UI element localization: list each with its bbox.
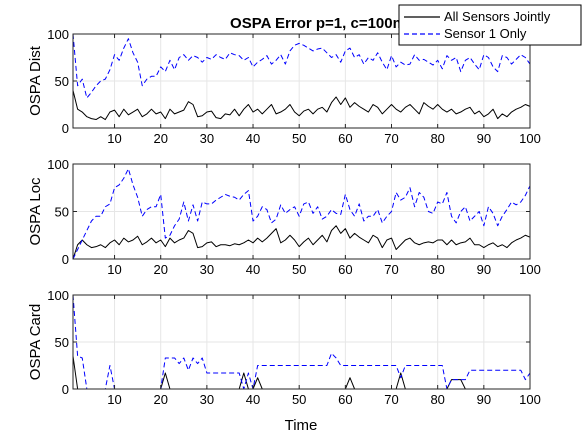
x-tick-label: 30 — [200, 131, 214, 146]
y-tick-label: 0 — [62, 382, 69, 397]
x-tick-label: 20 — [153, 131, 167, 146]
x-tick-label: 30 — [200, 392, 214, 407]
y-tick-label: 50 — [55, 205, 69, 220]
y-tick-label: 100 — [47, 288, 69, 303]
x-axis-label: Time — [285, 417, 318, 434]
x-tick-label: 60 — [338, 392, 352, 407]
x-tick-label: 90 — [477, 392, 491, 407]
x-tick-label: 90 — [477, 262, 491, 277]
series-line-joint — [72, 90, 531, 121]
x-tick-label: 100 — [519, 131, 541, 146]
x-tick-label: 60 — [338, 131, 352, 146]
series-line-sensor1 — [72, 33, 531, 99]
x-tick-label: 50 — [292, 392, 306, 407]
x-tick-label: 70 — [384, 392, 398, 407]
x-tick-label: 20 — [153, 262, 167, 277]
chart-title: OSPA Error p=1, c=100m — [230, 15, 406, 32]
legend-box — [398, 4, 582, 46]
series-line-joint — [72, 225, 531, 260]
x-tick-label: 20 — [153, 392, 167, 407]
y-axis-label: OSPA Card — [27, 304, 44, 380]
legend-entry-joint: All Sensors Jointly — [444, 9, 551, 24]
y-tick-label: 50 — [55, 74, 69, 89]
x-tick-label: 10 — [107, 262, 121, 277]
series-line-sensor1 — [72, 294, 531, 390]
x-tick-label: 10 — [107, 392, 121, 407]
x-tick-label: 70 — [384, 262, 398, 277]
x-tick-label: 80 — [430, 392, 444, 407]
x-tick-label: 50 — [292, 131, 306, 146]
legend: All Sensors Jointly Sensor 1 Only — [398, 4, 582, 46]
x-tick-label: 90 — [477, 131, 491, 146]
x-tick-label: 100 — [519, 392, 541, 407]
x-tick-label: 70 — [384, 131, 398, 146]
y-tick-label: 0 — [62, 121, 69, 136]
x-tick-label: 50 — [292, 262, 306, 277]
x-tick-label: 40 — [246, 262, 260, 277]
y-tick-label: 100 — [47, 157, 69, 172]
x-tick-label: 80 — [430, 131, 444, 146]
series-line-sensor1 — [72, 168, 531, 260]
x-tick-label: 60 — [338, 262, 352, 277]
x-tick-label: 40 — [246, 131, 260, 146]
x-tick-label: 30 — [200, 262, 214, 277]
y-tick-label: 50 — [55, 335, 69, 350]
x-tick-label: 100 — [519, 262, 541, 277]
x-tick-label: 40 — [246, 392, 260, 407]
y-axis-label: OSPA Loc — [27, 177, 44, 246]
y-tick-label: 100 — [47, 27, 69, 42]
y-tick-label: 0 — [62, 252, 69, 267]
x-tick-label: 10 — [107, 131, 121, 146]
x-tick-label: 80 — [430, 262, 444, 277]
legend-entry-sensor1: Sensor 1 Only — [444, 26, 527, 41]
y-axis-label: OSPA Dist — [27, 45, 44, 116]
